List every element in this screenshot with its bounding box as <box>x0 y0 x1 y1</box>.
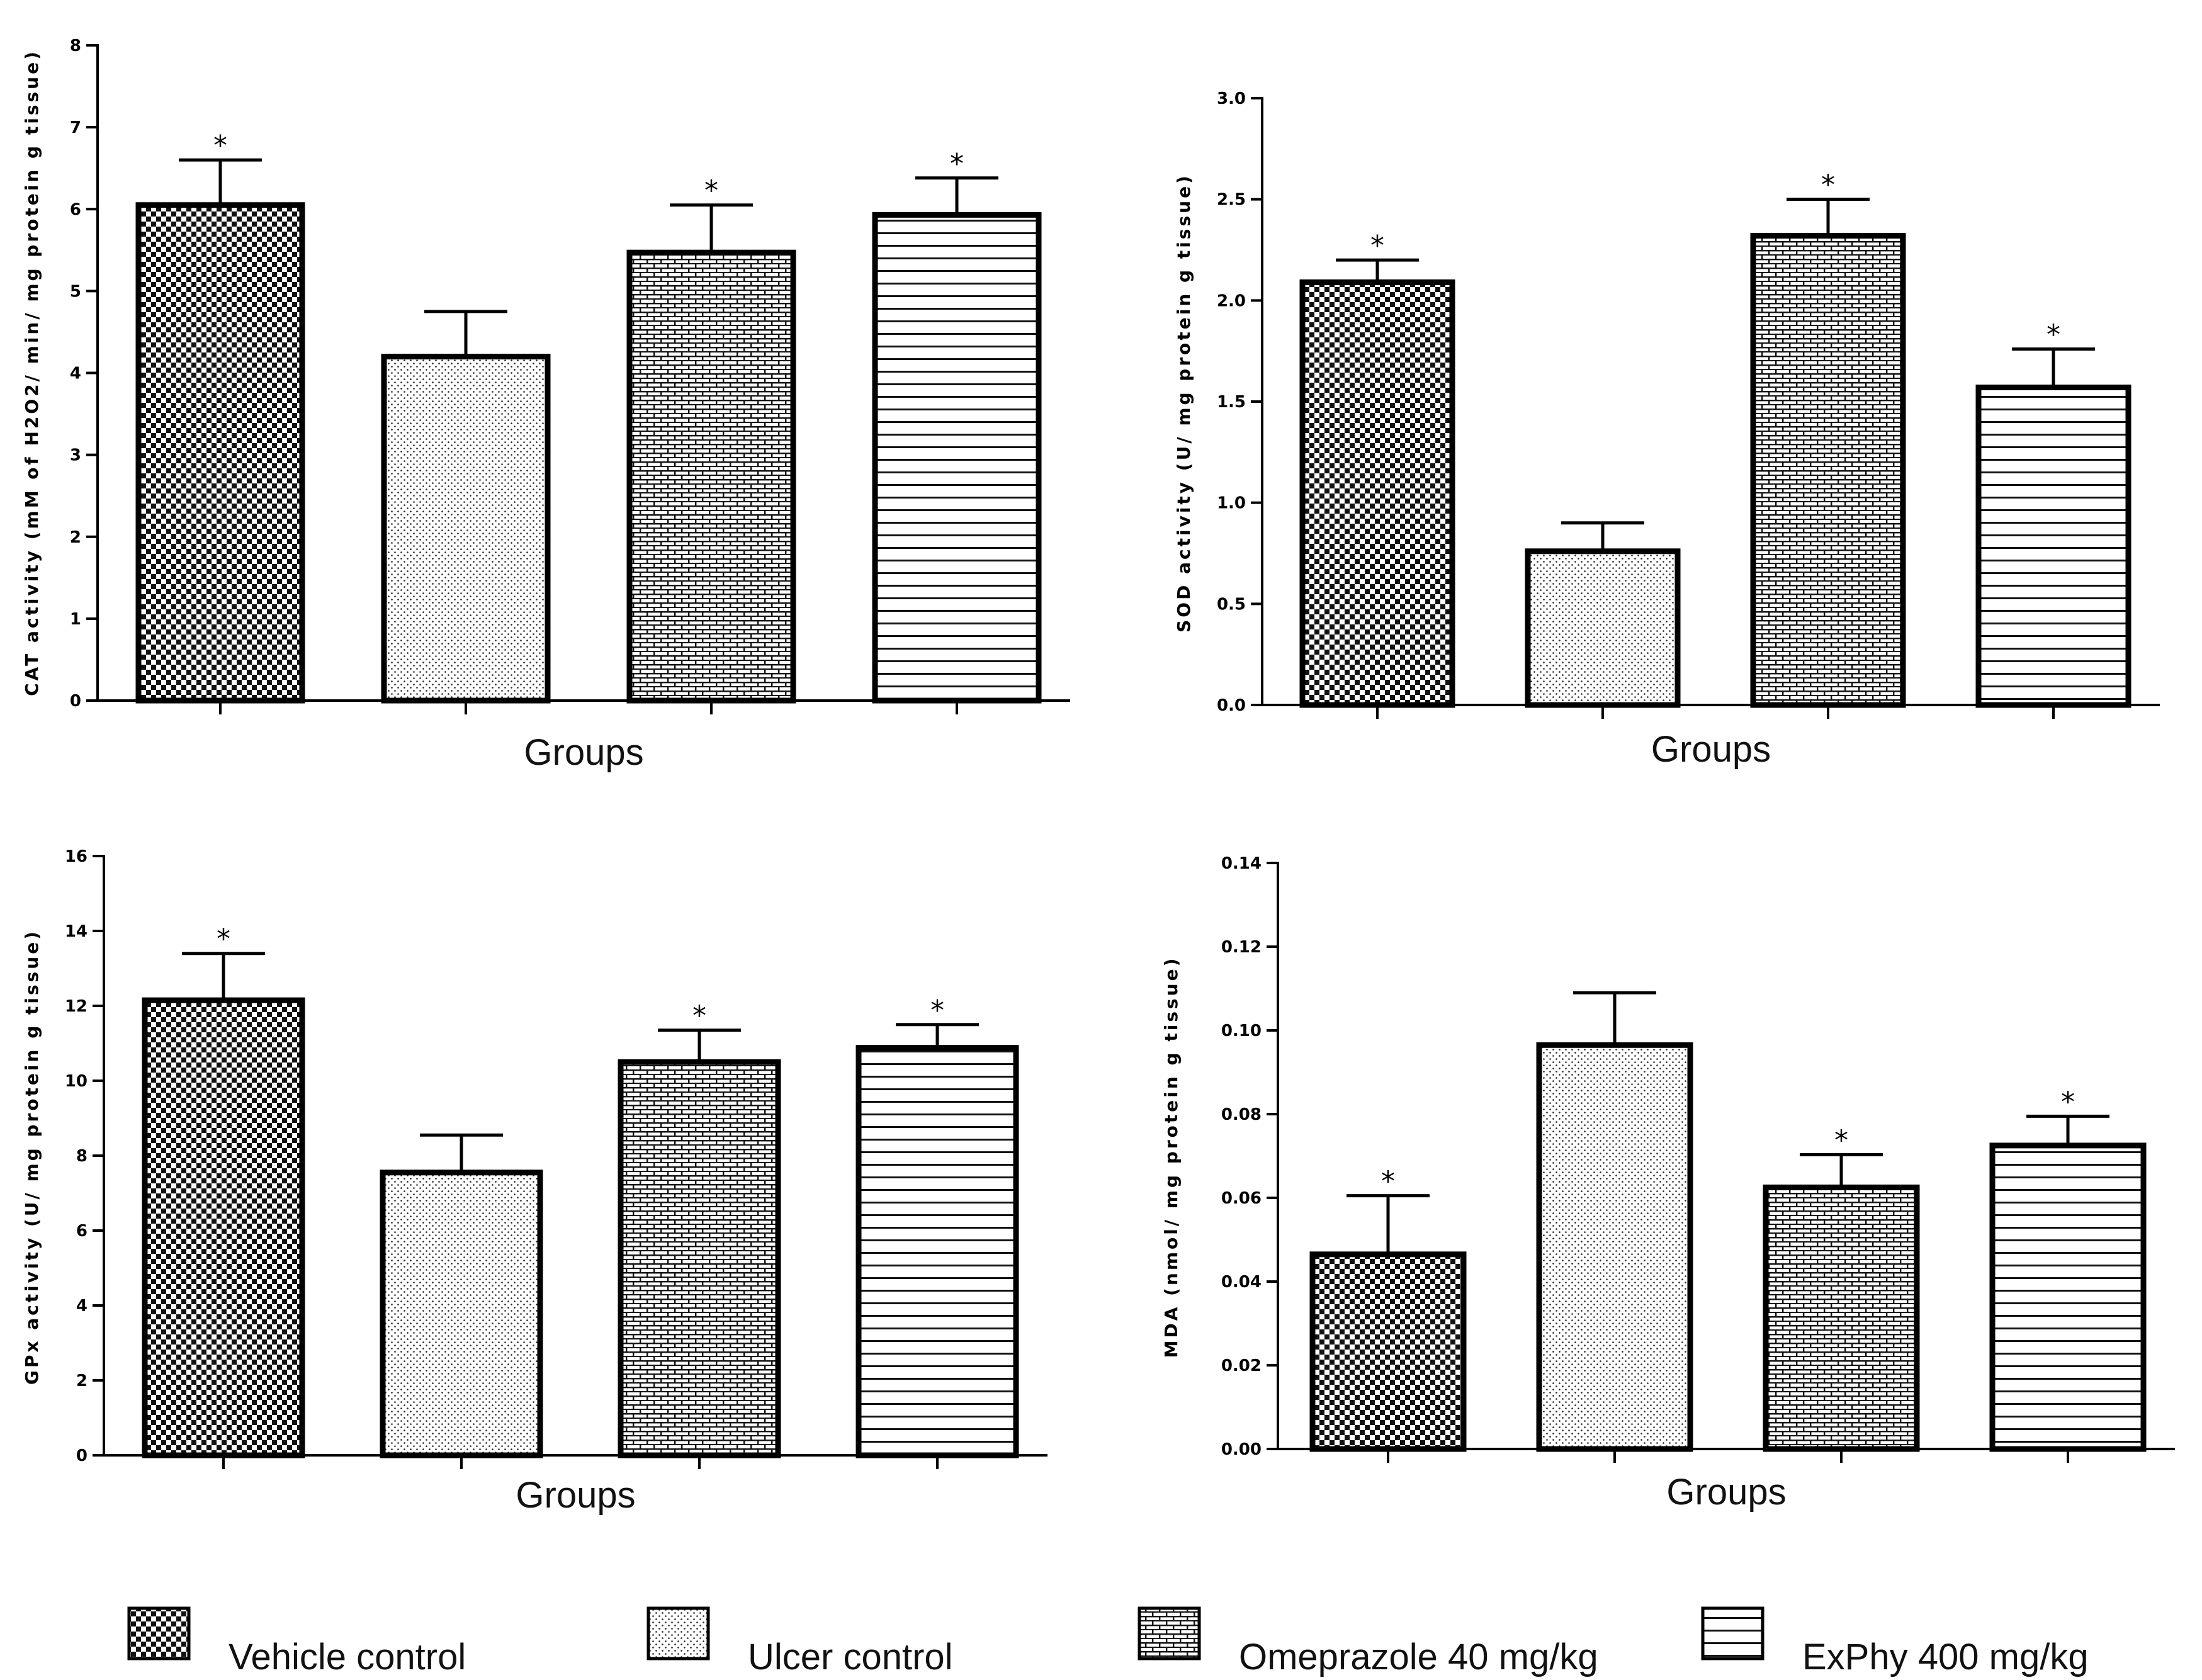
y-tick-label: 2.5 <box>1217 191 1246 210</box>
y-tick-label: 8 <box>76 1147 88 1166</box>
y-tick-label: 0.14 <box>1221 854 1262 873</box>
bar-4 <box>1975 385 2131 708</box>
significance-star: * <box>950 148 964 180</box>
significance-star: * <box>217 923 230 956</box>
y-tick-label: 4 <box>76 1297 88 1316</box>
y-tick-label: 1.0 <box>1217 494 1246 513</box>
significance-star: * <box>930 995 944 1027</box>
y-tick-label: 14 <box>65 922 88 941</box>
y-tick-label: 0.08 <box>1221 1105 1262 1124</box>
y-tick-label: 0.06 <box>1221 1189 1262 1208</box>
y-tick-label: 1 <box>70 610 81 629</box>
chart-panel-bottom-right: 0.00 0.02 0.04 0.06 0.08 0.10 0.12 0.14 MDA (nmo… <box>1161 854 2175 1513</box>
bar-4 <box>1989 1142 2147 1452</box>
chart-panel-top-left: 0 1 2 3 4 5 6 7 8 CAT activity (mM of H2O2/ min/ … <box>21 37 1070 773</box>
y-tick-label: 2 <box>70 528 81 547</box>
y-tick-label: 0 <box>76 1446 88 1465</box>
legend-swatch <box>1701 1606 1764 1660</box>
legend-label: Vehicle control <box>229 1637 466 1677</box>
legend-swatch <box>646 1606 710 1660</box>
bar-2 <box>1525 548 1681 708</box>
y-axis-label: CAT activity (mM of H2O2/ min/ mg protei… <box>21 49 42 696</box>
significance-star: * <box>2061 1086 2075 1118</box>
significance-star: * <box>1381 1166 1395 1198</box>
legend: Vehicle control Ulcer control Omeprazole 4… <box>127 1606 2089 1677</box>
bar-2 <box>1536 1042 1693 1452</box>
bar-3 <box>1763 1184 1920 1452</box>
bar-4 <box>872 211 1042 704</box>
bar-1 <box>135 202 305 704</box>
y-tick-label: 0.00 <box>1221 1440 1262 1459</box>
significance-star: * <box>692 1000 706 1032</box>
significance-star: * <box>1834 1125 1848 1157</box>
y-tick-label: 3.0 <box>1217 89 1246 108</box>
legend-label: Ulcer control <box>748 1637 953 1677</box>
y-axis-label: MDA (nmol/ mg protein g tissue) <box>1161 956 1182 1358</box>
y-tick-label: 12 <box>65 997 88 1016</box>
legend-label: Omeprazole 40 mg/kg <box>1239 1637 1598 1677</box>
legend-item-2: Ulcer control <box>646 1606 953 1677</box>
legend-swatch <box>127 1606 191 1660</box>
y-tick-label: 10 <box>65 1072 88 1091</box>
y-tick-label: 6 <box>70 200 81 219</box>
significance-star: * <box>2047 319 2060 351</box>
chart-panel-bottom-left: 0 2 4 6 8 10 12 14 16 GPx activity (U/ mg protein… <box>21 847 1047 1516</box>
y-tick-label: 6 <box>76 1222 88 1241</box>
significance-star: * <box>213 130 227 162</box>
significance-star: * <box>1370 230 1384 262</box>
chart-panel-top-right: 0.0 0.5 1.0 1.5 2.0 2.5 3.0 SOD activity (U/ mg… <box>1173 89 2160 770</box>
y-axis-label: SOD activity (U/ mg protein g tissue) <box>1173 173 1194 633</box>
y-tick-label: 4 <box>70 364 81 383</box>
y-tick-label: 0.5 <box>1217 595 1246 614</box>
significance-star: * <box>704 175 718 207</box>
y-tick-label: 3 <box>70 446 81 465</box>
y-tick-label: 0.02 <box>1221 1356 1262 1375</box>
significance-star: * <box>1821 169 1835 201</box>
x-axis-label: Groups <box>516 1475 635 1516</box>
y-axis-label: GPx activity (U/ mg protein g tissue) <box>21 929 42 1385</box>
y-tick-label: 16 <box>65 847 88 866</box>
legend-item-3: Omeprazole 40 mg/kg <box>1138 1606 1598 1677</box>
y-tick-label: 1.5 <box>1217 393 1246 412</box>
bar-4 <box>855 1045 1019 1458</box>
legend-label: ExPhy 400 mg/kg <box>1802 1637 2089 1677</box>
bar-3 <box>1750 233 1906 708</box>
y-tick-label: 8 <box>70 37 81 55</box>
x-axis-label: Groups <box>1651 729 1771 770</box>
legend-item-1: Vehicle control <box>127 1606 466 1677</box>
bar-3 <box>618 1059 781 1458</box>
y-tick-label: 5 <box>70 282 81 301</box>
y-tick-label: 0.04 <box>1221 1273 1262 1292</box>
bar-1 <box>142 997 305 1458</box>
y-tick-label: 2 <box>76 1372 88 1390</box>
y-tick-label: 0.12 <box>1221 938 1262 957</box>
legend-swatch <box>1138 1606 1201 1660</box>
y-tick-label: 0.0 <box>1217 696 1246 715</box>
x-axis-label: Groups <box>1666 1472 1786 1513</box>
bar-1 <box>1309 1251 1467 1452</box>
bar-2 <box>381 353 551 704</box>
y-tick-label: 0.10 <box>1221 1022 1262 1040</box>
y-tick-label: 0 <box>70 692 81 711</box>
bar-1 <box>1299 279 1455 708</box>
bar-2 <box>380 1170 543 1458</box>
bar-3 <box>626 249 796 704</box>
y-tick-label: 2.0 <box>1217 291 1246 310</box>
legend-item-4: ExPhy 400 mg/kg <box>1701 1606 2089 1677</box>
y-tick-label: 7 <box>70 118 81 137</box>
x-axis-label: Groups <box>524 732 643 773</box>
